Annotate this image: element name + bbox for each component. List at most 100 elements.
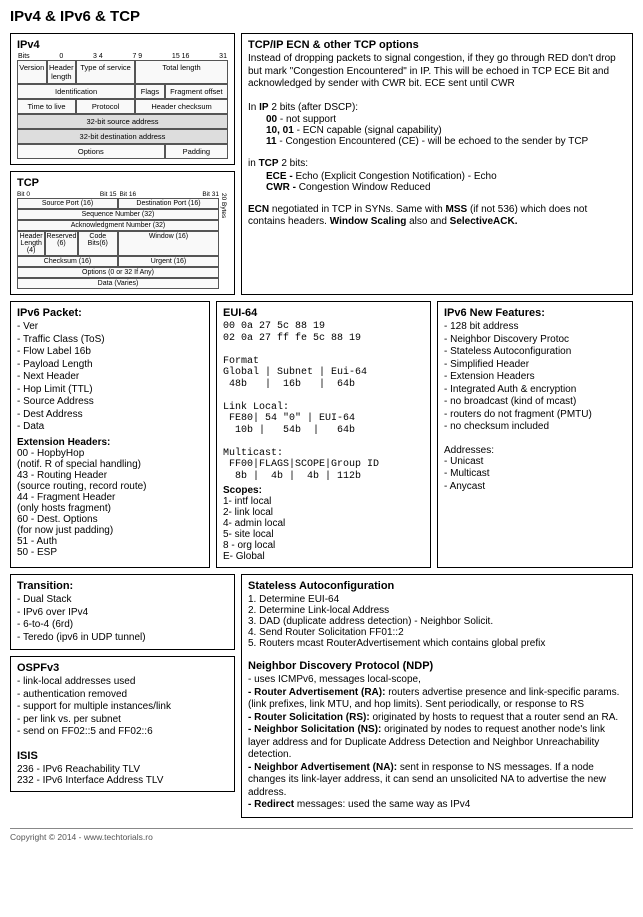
bitmark: Bit 31 (169, 191, 219, 198)
bitmark: 0 (59, 53, 63, 60)
ndp-line: - Router Solicitation (RS): originated b… (248, 712, 626, 725)
list-item: send on FF02::5 and FF02::6 (17, 726, 228, 739)
text-line: 10, 01 - ECN capable (signal capability) (266, 125, 626, 136)
bitmark: Bit 16 (117, 191, 170, 198)
ndp-line: - Router Advertisement (RA): routers adv… (248, 687, 626, 712)
transition-box: Transition: Dual StackIPv6 over IPv46-to… (10, 574, 235, 650)
bitmark: 7 9 (132, 53, 142, 60)
list-item: Ver (17, 321, 203, 334)
isis-list: 236 - IPv6 Reachability TLV232 - IPv6 In… (17, 764, 228, 786)
list-item: Stateless Autoconfiguration (444, 346, 626, 359)
ipv4-box: IPv4 Bits 0 3 4 7 9 15 16 31 VersionHead… (10, 33, 235, 165)
row-2: IPv6 Packet: VerTraffic Class (ToS)Flow … (10, 301, 633, 568)
tcp-side-label: 20 Bytes (219, 191, 228, 289)
ecn-ip-lines: 00 - not support10, 01 - ECN capable (si… (266, 114, 626, 147)
text-line: 5- site local (223, 529, 424, 540)
footer: Copyright © 2014 - www.techtorials.ro (10, 828, 633, 842)
list-item: Unicast (444, 456, 626, 469)
list-item: Dest Address (17, 409, 203, 422)
list-item: Traffic Class (ToS) (17, 334, 203, 347)
eui64-content: 00 0a 27 5c 88 19 02 0a 27 ff fe 5c 88 1… (223, 321, 424, 482)
ecn-tcp-lines: ECE - Echo (Explicit Congestion Notifica… (266, 171, 626, 193)
stateless-steps: 1. Determine EUI-642. Determine Link-loc… (248, 594, 626, 649)
list-item: 6-to-4 (6rd) (17, 619, 228, 632)
text-line: 11 - Congestion Encountered (CE) - will … (266, 136, 626, 147)
tcp-title: TCP (17, 177, 228, 189)
list-item: Multicast (444, 468, 626, 481)
ospfv3-box: OSPFv3 link-local addresses usedauthenti… (10, 656, 235, 792)
ipv6-packet-title: IPv6 Packet: (17, 307, 203, 319)
ndp-title: Neighbor Discovery Protocol (NDP) (248, 660, 626, 672)
text-line: CWR - Congestion Window Reduced (266, 182, 626, 193)
text-line: 2- link local (223, 507, 424, 518)
text-line: (for now just padding) (17, 525, 203, 536)
list-item: 128 bit address (444, 321, 626, 334)
ndp-line: - Neighbor Solicitation (NS): originated… (248, 724, 626, 762)
stateless-title: Stateless Autoconfiguration (248, 580, 626, 592)
text-line: 1. Determine EUI-64 (248, 594, 626, 605)
list-item: Hop Limit (TTL) (17, 384, 203, 397)
ipv4-diagram: Bits 0 3 4 7 9 15 16 31 VersionHeader le… (17, 53, 228, 159)
ipv6-packet-box: IPv6 Packet: VerTraffic Class (ToS)Flow … (10, 301, 210, 568)
bitmark: 31 (219, 53, 227, 60)
list-item: Teredo (ipv6 in UDP tunnel) (17, 632, 228, 645)
text-line: 4- admin local (223, 518, 424, 529)
bitmark: 15 16 (172, 53, 190, 60)
ipv4-title: IPv4 (17, 39, 228, 51)
list-item: Source Address (17, 396, 203, 409)
list-item: Anycast (444, 481, 626, 494)
list-item: Simplified Header (444, 359, 626, 372)
ecn-tcp-heading: in TCP 2 bits: (248, 158, 626, 171)
ndp-line: - uses ICMPv6, messages local-scope, (248, 674, 626, 687)
list-item: no checksum included (444, 421, 626, 434)
text-line: 60 - Dest. Options (17, 514, 203, 525)
list-item: Neighbor Discovery Protoc (444, 334, 626, 347)
text-line: 44 - Fragment Header (17, 492, 203, 503)
ext-headers-list: 00 - HopbyHop (notif. R of special handl… (17, 448, 203, 558)
text-line: 236 - IPv6 Reachability TLV (17, 764, 228, 775)
ecn-intro: Instead of dropping packets to signal co… (248, 53, 626, 91)
ndp-line: - Neighbor Advertisement (NA): sent in r… (248, 762, 626, 800)
bitmark: Bit 0 (17, 191, 67, 198)
text-line: 2. Determine Link-local Address (248, 605, 626, 616)
list-item: Data (17, 421, 203, 434)
isis-title: ISIS (17, 750, 228, 762)
scopes-list: 1- intf local2- link local4- admin local… (223, 496, 424, 562)
text-line: 43 - Routing Header (17, 470, 203, 481)
list-item: IPv6 over IPv4 (17, 607, 228, 620)
list-item: routers do not fragment (PMTU) (444, 409, 626, 422)
row-3: Transition: Dual StackIPv6 over IPv46-to… (10, 574, 633, 818)
tcp-box: TCP Bit 0 Bit 15 Bit 16 Bit 31 Source Po… (10, 171, 235, 295)
list-item: Payload Length (17, 359, 203, 372)
page-title: IPv4 & IPv6 & TCP (10, 8, 633, 25)
list-item: Flow Label 16b (17, 346, 203, 359)
text-line: 3. DAD (duplicate address detection) - N… (248, 616, 626, 627)
ipv6-new-box: IPv6 New Features: 128 bit addressNeighb… (437, 301, 633, 568)
text-line: 232 - IPv6 Interface Address TLV (17, 775, 228, 786)
ipv6-new-title: IPv6 New Features: (444, 307, 626, 319)
text-line: 51 - Auth (17, 536, 203, 547)
list-item: Dual Stack (17, 594, 228, 607)
text-line: 1- intf local (223, 496, 424, 507)
ndp-list: - uses ICMPv6, messages local-scope,- Ro… (248, 674, 626, 812)
text-line: (source routing, record route) (17, 481, 203, 492)
ecn-footer: ECN negotiated in TCP in SYNs. Same with… (248, 204, 626, 229)
list-item: per link vs. per subnet (17, 714, 228, 727)
list-item: Integrated Auth & encryption (444, 384, 626, 397)
list-item: authentication removed (17, 689, 228, 702)
list-item: no broadcast (kind of mcast) (444, 396, 626, 409)
eui64-box: EUI-64 00 0a 27 5c 88 19 02 0a 27 ff fe … (216, 301, 431, 568)
text-line: 5. Routers mcast RouterAdvertisement whi… (248, 638, 626, 649)
list-item: link-local addresses used (17, 676, 228, 689)
text-line: 4. Send Router Solicitation FF01::2 (248, 627, 626, 638)
list-item: Extension Headers (444, 371, 626, 384)
scopes-title: Scopes: (223, 485, 424, 496)
stateless-box: Stateless Autoconfiguration 1. Determine… (241, 574, 633, 818)
bitmark: Bit 15 (67, 191, 117, 198)
ecn-ip-heading: In IP 2 bits (after DSCP): (248, 102, 626, 115)
ecn-box: TCP/IP ECN & other TCP options Instead o… (241, 33, 633, 295)
text-line: 50 - ESP (17, 547, 203, 558)
text-line: ECE - Echo (Explicit Congestion Notifica… (266, 171, 626, 182)
ndp-line: - Redirect messages: used the same way a… (248, 799, 626, 812)
text-line: E- Global (223, 551, 424, 562)
